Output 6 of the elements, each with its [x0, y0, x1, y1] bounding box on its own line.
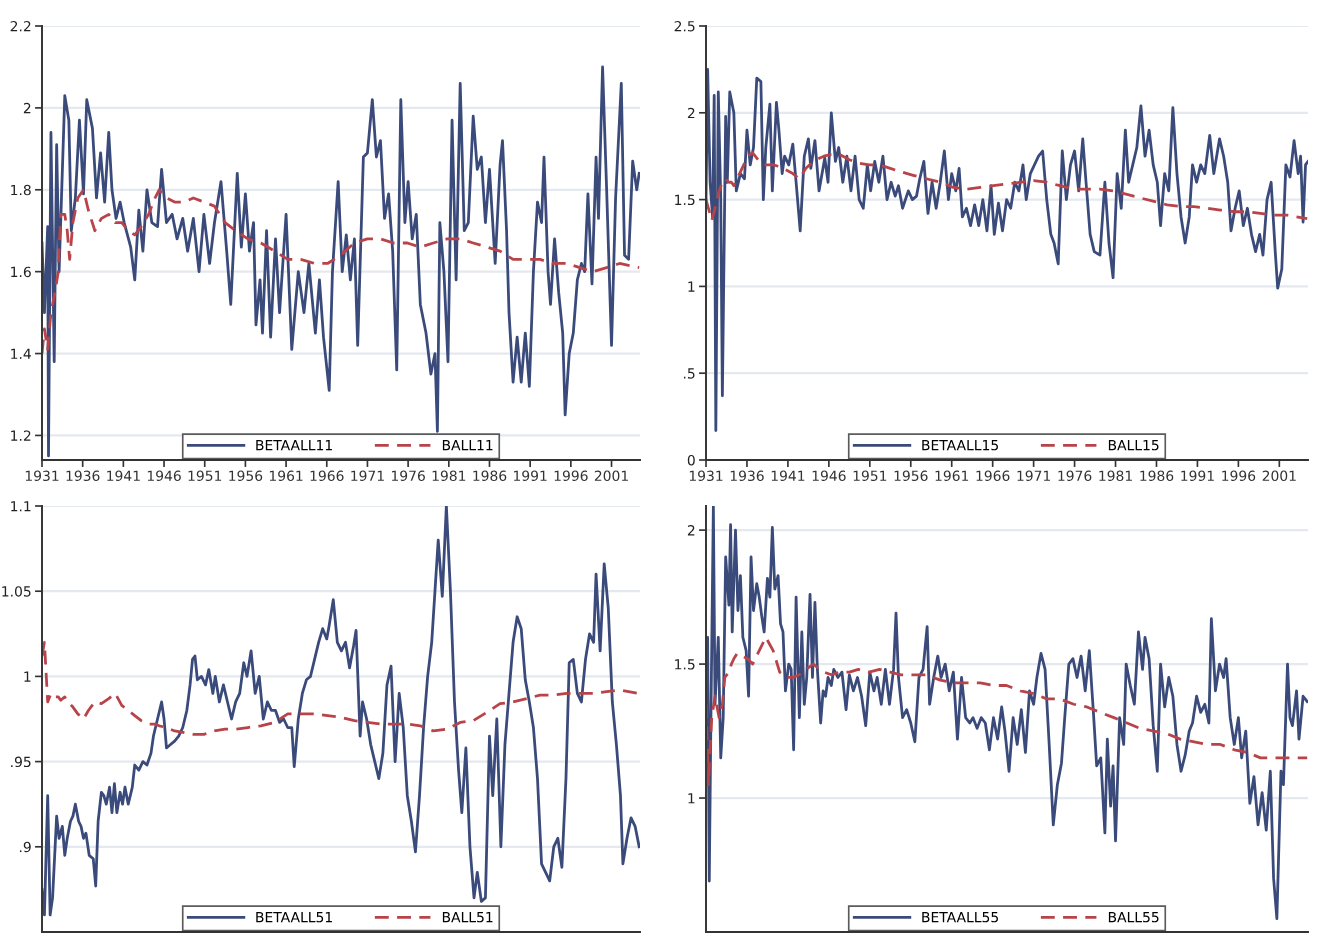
line-series — [42, 188, 640, 355]
line-series — [706, 68, 1308, 432]
line-series — [706, 151, 1308, 222]
line-series — [706, 506, 1308, 920]
line-series — [706, 635, 1308, 787]
line-series — [42, 640, 640, 736]
